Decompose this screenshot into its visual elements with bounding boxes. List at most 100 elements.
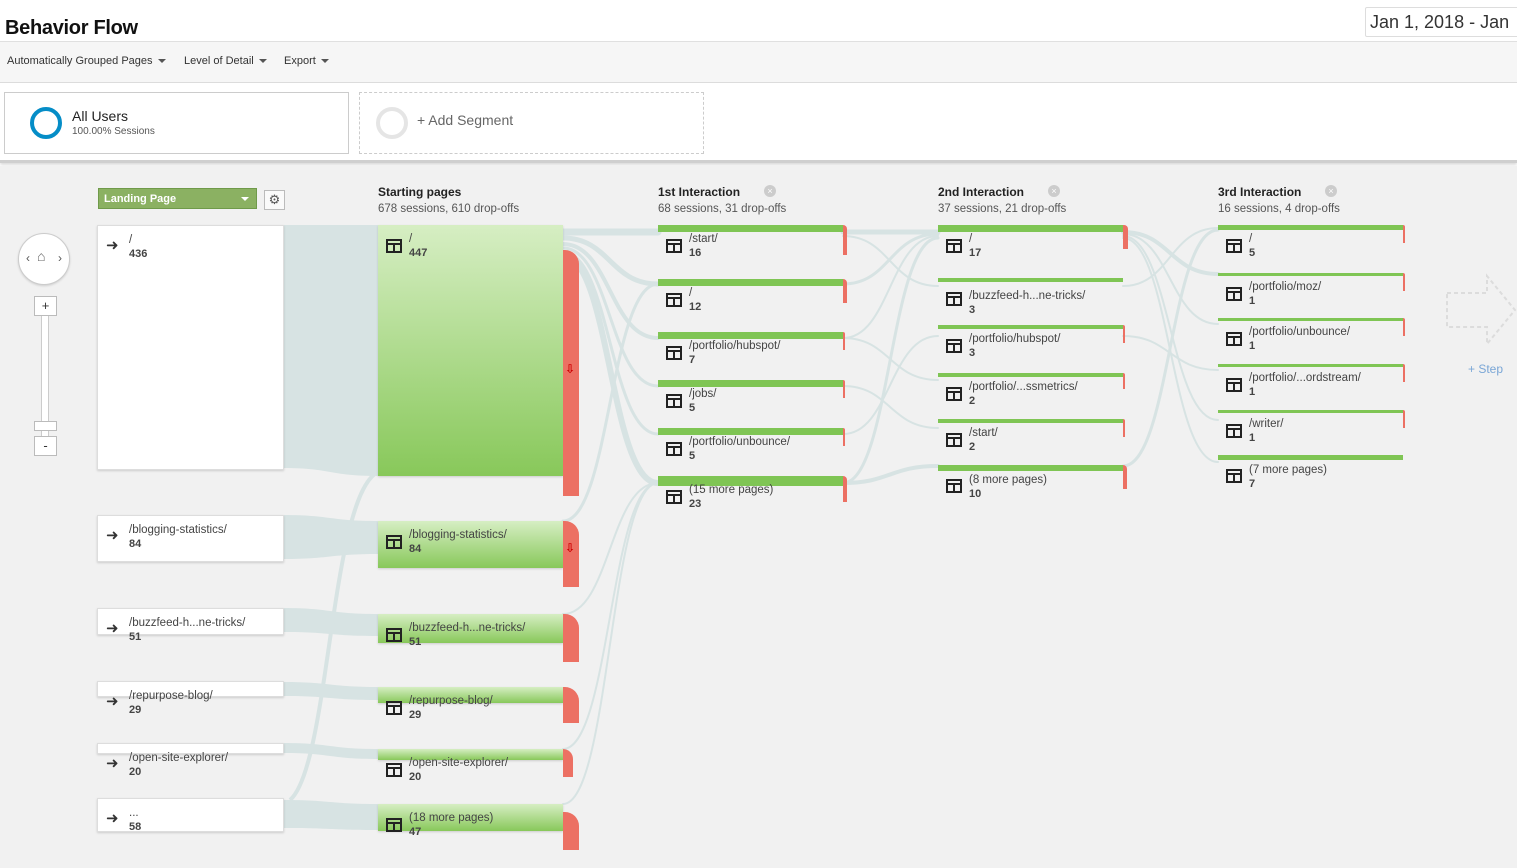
flow-canvas[interactable]: Landing Page ⚙ ‹ ⌂ › + - Starting pages 6… xyxy=(0,166,1517,868)
page-icon xyxy=(1226,332,1242,346)
interaction-node[interactable]: /portfolio/...ssmetrics/2 xyxy=(938,373,1125,419)
landing-node[interactable]: ➜ /repurpose-blog/29 xyxy=(97,681,284,716)
zoom-slider-handle[interactable] xyxy=(34,421,57,431)
node-label: (8 more pages) xyxy=(969,474,1047,486)
node-label: /jobs/ xyxy=(689,388,717,400)
remove-step-icon[interactable]: × xyxy=(764,185,776,197)
node-label: /portfolio/hubspot/ xyxy=(969,333,1061,345)
interaction-node[interactable]: /portfolio/unbounce/1 xyxy=(1218,318,1405,364)
session-bar xyxy=(1218,273,1403,276)
interaction-node[interactable]: (7 more pages) 7 xyxy=(1218,455,1403,501)
pan-control[interactable]: ‹ ⌂ › xyxy=(18,233,70,285)
page-icon xyxy=(666,293,682,307)
level-of-detail-dropdown[interactable]: Level of Detail xyxy=(184,55,267,67)
page-icon xyxy=(386,535,402,549)
column-header-3rd: 3rd Interaction 16 sessions, 4 drop-offs xyxy=(1218,185,1340,215)
node-label: (15 more pages) xyxy=(689,484,774,496)
page-title: Behavior Flow xyxy=(5,17,138,39)
gear-icon[interactable]: ⚙ xyxy=(264,190,285,210)
node-count: 47 xyxy=(409,826,422,838)
session-bar xyxy=(658,380,843,387)
session-bar xyxy=(658,332,843,339)
starting-node[interactable]: /open-site-explorer/20 xyxy=(378,749,563,783)
interaction-node[interactable]: /portfolio/hubspot/7 xyxy=(658,332,845,378)
interaction-node[interactable]: (15 more pages) 23 xyxy=(658,476,847,522)
entrance-arrow-icon: ➜ xyxy=(106,527,119,544)
remove-step-icon[interactable]: × xyxy=(1048,185,1060,197)
session-bar xyxy=(938,325,1123,329)
dropoff-bar[interactable] xyxy=(563,812,579,850)
interaction-node[interactable]: /portfolio/hubspot/3 xyxy=(938,325,1125,371)
session-bar xyxy=(938,225,1123,232)
node-count: 17 xyxy=(969,247,982,259)
landing-node[interactable]: ➜ / 436 xyxy=(97,225,284,470)
node-label: /blogging-statistics/ xyxy=(409,529,507,541)
interaction-node[interactable]: /start/2 xyxy=(938,419,1125,465)
interaction-node[interactable]: / 17 xyxy=(938,225,1128,271)
node-label: /portfolio/...ordstream/ xyxy=(1249,372,1361,384)
flow-connections xyxy=(284,225,1517,830)
interaction-node[interactable]: (8 more pages) 10 xyxy=(938,465,1127,511)
dropoff-bar[interactable]: ⇩ xyxy=(563,250,579,496)
export-dropdown[interactable]: Export xyxy=(284,55,329,67)
dropoff-bar xyxy=(1403,364,1405,382)
grouping-dropdown[interactable]: Automatically Grouped Pages xyxy=(7,55,166,67)
interaction-node[interactable]: /buzzfeed-h...ne-tricks/3 xyxy=(938,278,1123,324)
node-count: 12 xyxy=(689,301,702,313)
interaction-node[interactable]: /writer/1 xyxy=(1218,410,1405,456)
column-title: Starting pages xyxy=(378,185,462,199)
interaction-node[interactable]: /start/16 xyxy=(658,225,847,271)
landing-node[interactable]: ➜... 58 xyxy=(97,798,284,833)
node-label: ... xyxy=(129,807,139,819)
landing-node[interactable]: ➜ /open-site-explorer/20 xyxy=(97,743,284,778)
interaction-node[interactable]: /portfolio/unbounce/5 xyxy=(658,428,845,474)
page-icon xyxy=(946,339,962,353)
column-title: 2nd Interaction xyxy=(938,185,1025,199)
dropoff-bar[interactable]: ⇩ xyxy=(563,521,579,587)
interaction-node[interactable]: / 12 xyxy=(658,279,847,325)
add-step-button[interactable]: + Step xyxy=(1468,362,1504,376)
session-bar xyxy=(658,279,843,286)
add-segment-button[interactable]: + Add Segment xyxy=(359,92,704,154)
dropoff-bar xyxy=(1123,465,1127,489)
home-icon[interactable]: ⌂ xyxy=(37,248,46,264)
interaction-node[interactable]: /portfolio/moz/1 xyxy=(1218,273,1405,319)
starting-node[interactable]: /blogging-statistics/84 xyxy=(378,521,563,568)
interaction-node[interactable]: /5 xyxy=(1218,225,1405,271)
node-label: /start/ xyxy=(689,233,718,245)
remove-step-icon[interactable]: × xyxy=(1325,185,1337,197)
landing-node[interactable]: ➜ /buzzfeed-h...ne-tricks/51 xyxy=(97,608,284,643)
pan-left-icon[interactable]: ‹ xyxy=(26,251,30,265)
segment-all-users[interactable]: All Users 100.00% Sessions xyxy=(4,92,349,154)
zoom-in-button[interactable]: + xyxy=(34,296,57,316)
dropoff-bar[interactable] xyxy=(563,614,579,662)
dropoff-bar xyxy=(843,428,845,446)
session-bar xyxy=(938,373,1123,377)
node-count: 84 xyxy=(129,538,142,550)
node-label: (7 more pages) xyxy=(1249,464,1327,476)
toolbar: Automatically Grouped Pages Level of Det… xyxy=(0,42,1517,83)
landing-node[interactable]: ➜ /blogging-statistics/84 xyxy=(97,515,284,562)
session-bar xyxy=(1218,364,1403,367)
starting-node[interactable]: /repurpose-blog/29 xyxy=(378,687,563,721)
pan-right-icon[interactable]: › xyxy=(58,251,62,265)
starting-node[interactable]: / 447 xyxy=(378,225,563,476)
dropoff-bar[interactable] xyxy=(563,687,579,723)
dimension-dropdown[interactable]: Landing Page xyxy=(98,188,257,209)
page-icon xyxy=(1226,287,1242,301)
starting-node[interactable]: (18 more pages) 47 xyxy=(378,804,563,838)
grouping-label: Automatically Grouped Pages xyxy=(7,55,153,67)
node-count: 29 xyxy=(409,709,422,721)
zoom-out-button[interactable]: - xyxy=(34,436,57,456)
session-bar xyxy=(938,419,1123,423)
node-label: /buzzfeed-h...ne-tricks/ xyxy=(129,617,246,629)
date-range-picker[interactable]: Jan 1, 2018 - Jan xyxy=(1365,7,1517,37)
entrance-arrow-icon: ➜ xyxy=(106,237,119,254)
dropoff-bar[interactable] xyxy=(563,749,573,777)
page-icon xyxy=(386,763,402,777)
session-bar xyxy=(1218,410,1403,413)
interaction-node[interactable]: /jobs/5 xyxy=(658,380,845,426)
starting-node[interactable]: /buzzfeed-h...ne-tricks/51 xyxy=(378,614,563,648)
interaction-node[interactable]: /portfolio/...ordstream/1 xyxy=(1218,364,1405,410)
node-count: 16 xyxy=(689,247,702,259)
